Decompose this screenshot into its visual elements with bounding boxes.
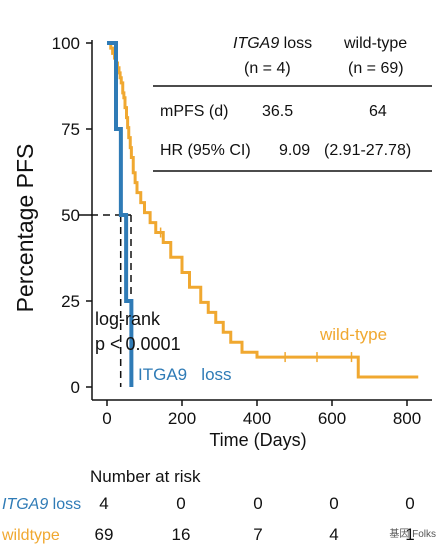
table-row-mpfs-wt: 64	[369, 103, 387, 120]
table-row-mpfs-label: mPFS (d)	[160, 103, 228, 120]
x-axis-title: Time (Days)	[209, 430, 306, 450]
logrank-label: log-rank	[95, 309, 161, 329]
stats-table: ITGA9 loss wild-type (n = 4) (n = 69) mP…	[153, 35, 432, 172]
risk-count: 0	[329, 494, 338, 513]
table-header-loss-n: (n = 4)	[244, 60, 291, 77]
curves	[107, 41, 419, 387]
risk-count: 1	[405, 525, 414, 544]
y-tick-label: 25	[61, 292, 80, 311]
risk-count: 0	[253, 494, 262, 513]
y-tick-label: 0	[71, 378, 80, 397]
x-tick-label: 200	[168, 409, 196, 428]
y-tick-label: 50	[61, 206, 80, 225]
table-header-wt: wild-type	[343, 35, 407, 52]
series-line-itga9-loss	[107, 41, 134, 387]
label-itga9-loss: ITGA9 loss	[138, 365, 232, 384]
risk-count: 4	[99, 494, 108, 513]
label-wildtype: wild-type	[319, 325, 387, 344]
table-header-loss: ITGA9 loss	[233, 35, 312, 52]
y-tick-label: 75	[61, 120, 80, 139]
risk-table-title: Number at risk	[90, 467, 201, 486]
x-tick-label: 800	[393, 409, 421, 428]
x-ticks: 0 200 400 600 800	[102, 400, 421, 428]
risk-counts: 4 0 0 0 0 69 16 7 4 1	[95, 494, 415, 544]
y-tick-label: 100	[52, 34, 80, 53]
risk-count: 0	[405, 494, 414, 513]
table-row-hr-loss: 9.09	[279, 142, 310, 159]
risk-count: 4	[329, 525, 338, 544]
risk-count: 69	[95, 525, 114, 544]
x-tick-label: 0	[102, 409, 111, 428]
watermark: 基因 Folks	[389, 529, 436, 540]
risk-count: 7	[253, 525, 262, 544]
x-tick-label: 400	[243, 409, 271, 428]
risk-row-loss-name: ITGA9 loss	[2, 496, 81, 513]
x-tick-label: 600	[318, 409, 346, 428]
y-ticks: 0 25 50 75 100	[52, 34, 92, 397]
axes	[91, 40, 432, 401]
table-row-mpfs-loss: 36.5	[262, 103, 293, 120]
series-line-wild-type	[107, 41, 419, 379]
table-row-hr-wt: (2.91-27.78)	[324, 142, 411, 159]
risk-count: 0	[176, 494, 185, 513]
risk-count: 16	[172, 525, 191, 544]
risk-row-wt-name: wildtype	[1, 527, 60, 544]
y-axis-title: Percentage PFS	[12, 144, 38, 313]
table-row-hr-label: HR (95% CI)	[160, 142, 251, 159]
table-header-wt-n: (n = 69)	[348, 60, 404, 77]
logrank-p-value: p < 0.0001	[95, 334, 181, 354]
